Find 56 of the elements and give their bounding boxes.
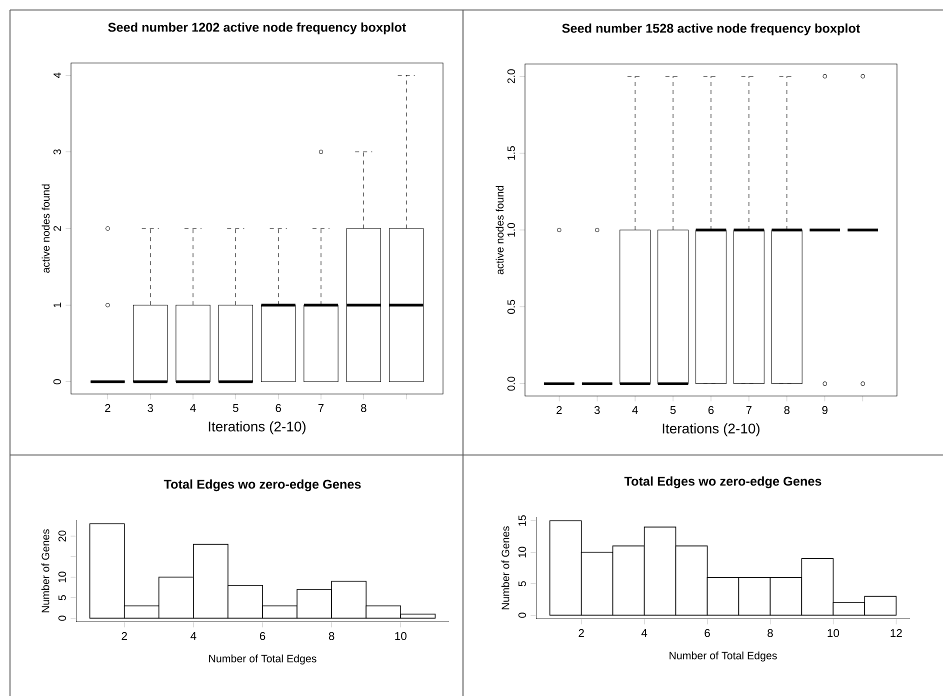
x-axis-title: Number of Total Edges (209, 654, 316, 664)
y-tick-label: 1.5 (508, 146, 515, 160)
x-tick-label: 2 (122, 632, 127, 640)
y-tick-label: 1.0 (507, 222, 515, 237)
y-axis-title: active nodes found (42, 184, 50, 273)
x-tick-label: 4 (632, 406, 638, 414)
y-tick-label: 2 (54, 226, 61, 231)
chart-title: Total Edges wo zero-edge Genes (624, 476, 822, 488)
y-axis-title: Number of Genes (501, 526, 510, 610)
x-tick-label: 2 (105, 404, 110, 412)
x-tick-label: 12 (890, 629, 902, 637)
y-tick-label: 10 (518, 546, 526, 558)
y-tick-label: 0 (518, 612, 526, 618)
y-tick-label: 1 (54, 302, 61, 308)
x-tick-label: 6 (276, 404, 281, 412)
x-axis-title: Iterations (2-10) (662, 423, 760, 436)
x-tick-label: 6 (260, 632, 266, 640)
x-axis-title: Iterations (2-10) (208, 421, 306, 434)
y-tick-label: 15 (518, 515, 526, 526)
x-tick-label: 7 (318, 404, 324, 412)
y-tick-label: 2.0 (507, 69, 515, 84)
chart-title: Seed number 1528 active node frequency boxplot (562, 23, 860, 36)
chart-title: Seed number 1202 active node frequency boxplot (108, 22, 406, 34)
x-tick-label: 8 (768, 629, 773, 638)
x-tick-label: 7 (746, 406, 752, 414)
chart-title: Total Edges wo zero-edge Genes (164, 479, 361, 492)
y-tick-label: 5 (518, 581, 526, 586)
x-tick-label: 5 (670, 406, 676, 414)
x-tick-label: 2 (556, 406, 562, 414)
y-tick-label: 0.0 (507, 376, 515, 391)
y-tick-label: 5 (58, 595, 66, 600)
y-tick-label: 20 (58, 530, 66, 542)
x-tick-label: 8 (361, 404, 366, 412)
y-axis-title: Number of Genes (41, 529, 50, 612)
x-tick-label: 6 (704, 629, 710, 638)
x-tick-label: 3 (148, 404, 154, 412)
x-tick-label: 4 (190, 404, 196, 412)
x-tick-label: 8 (328, 632, 334, 640)
y-tick-label: 0 (53, 379, 61, 384)
x-tick-label: 8 (784, 406, 790, 414)
y-tick-label: 3 (53, 149, 61, 154)
x-tick-label: 5 (232, 404, 238, 412)
y-axis-title: active nodes found (496, 186, 504, 274)
x-tick-label: 4 (641, 629, 648, 637)
x-tick-label: 3 (594, 406, 600, 414)
y-tick-label: 0.5 (507, 300, 515, 314)
x-tick-label: 2 (578, 629, 584, 637)
x-tick-label: 6 (708, 406, 714, 414)
x-tick-label: 4 (190, 632, 196, 640)
x-axis-title: Number of Total Edges (670, 652, 777, 662)
x-tick-label: 9 (822, 406, 828, 414)
x-tick-label: 10 (395, 632, 407, 640)
y-tick-label: 0 (58, 616, 66, 621)
x-tick-label: 10 (828, 629, 840, 638)
y-tick-label: 10 (58, 572, 66, 582)
y-tick-label: 4 (54, 72, 61, 78)
